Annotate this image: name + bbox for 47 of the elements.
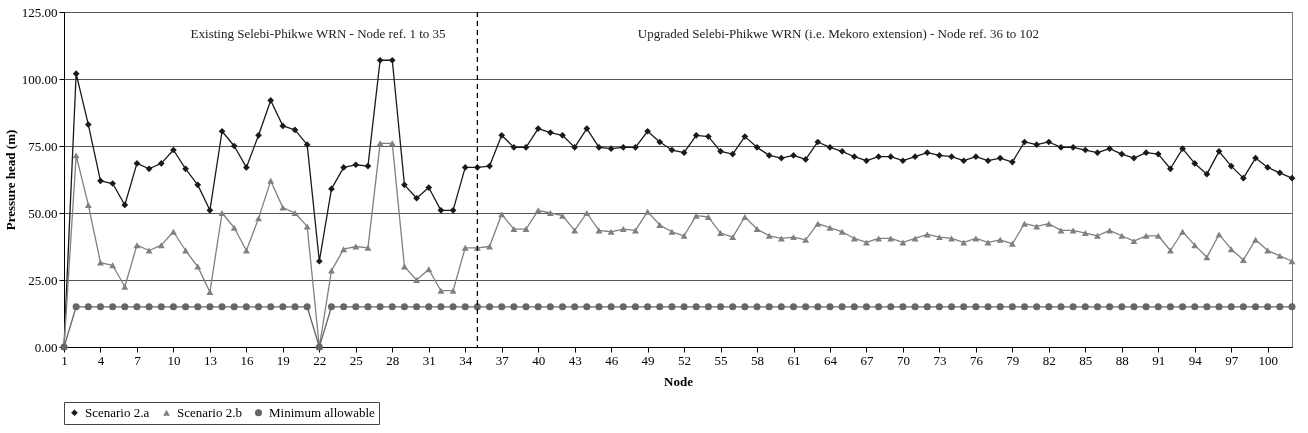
x-tick-label: 19 — [276, 352, 290, 368]
y-tick-label: 0.00 — [34, 339, 58, 355]
x-tick-label: 13 — [203, 352, 217, 368]
x-tick-label: 37 — [495, 352, 510, 368]
x-tick-label: 76 — [969, 352, 984, 368]
x-tick-label: 55 — [714, 352, 728, 368]
x-tick-label: 52 — [678, 352, 692, 368]
y-tick-label: 125.00 — [21, 4, 58, 20]
x-tick-label: 34 — [459, 352, 473, 368]
x-tick-label: 46 — [605, 352, 619, 368]
x-tick-label: 1 — [61, 352, 68, 368]
x-tick-label: 4 — [97, 352, 105, 368]
x-tick-label: 88 — [1115, 352, 1129, 368]
x-tick-label: 61 — [787, 352, 801, 368]
x-tick-label: 7 — [134, 352, 142, 368]
legend-label: Scenario 2.a — [85, 404, 150, 420]
x-tick-label: 22 — [313, 352, 327, 368]
x-tick-label: 16 — [240, 352, 254, 368]
x-tick-label: 73 — [933, 352, 947, 368]
x-tick-label: 100 — [1258, 352, 1278, 368]
legend-label: Minimum allowable — [269, 404, 376, 420]
x-tick-label: 70 — [896, 352, 910, 368]
y-tick-label: 75.00 — [28, 138, 58, 154]
x-tick-label: 79 — [1006, 352, 1020, 368]
x-tick-label: 28 — [386, 352, 400, 368]
x-tick-label: 58 — [751, 352, 765, 368]
legend-label: Scenario 2.b — [177, 404, 242, 420]
x-tick-label: 85 — [1079, 352, 1093, 368]
x-tick-label: 94 — [1188, 352, 1203, 368]
annotation: Existing Selebi-Phikwe WRN - Node ref. 1 to 35 — [190, 26, 446, 41]
x-tick-label: 97 — [1225, 352, 1239, 368]
x-tick-label: 82 — [1042, 352, 1056, 368]
x-tick-label: 10 — [167, 352, 181, 368]
x-axis-title: Node — [664, 373, 694, 389]
x-tick-label: 31 — [422, 352, 436, 368]
x-tick-label: 64 — [823, 352, 838, 368]
x-tick-label: 40 — [532, 352, 546, 368]
y-tick-label: 100.00 — [21, 71, 58, 87]
x-tick-label: 67 — [860, 352, 874, 368]
x-tick-label: 49 — [641, 352, 655, 368]
x-tick-label: 91 — [1152, 352, 1166, 368]
annotation: Upgraded Selebi-Phikwe WRN (i.e. Mekoro extension) - Node ref. 36 to 102 — [637, 26, 1040, 41]
x-tick-label: 43 — [568, 352, 582, 368]
y-tick-label: 25.00 — [28, 272, 58, 288]
y-tick-label: 50.00 — [28, 205, 58, 221]
x-tick-label: 25 — [349, 352, 363, 368]
y-axis-title: Pressure head (m) — [2, 129, 18, 231]
